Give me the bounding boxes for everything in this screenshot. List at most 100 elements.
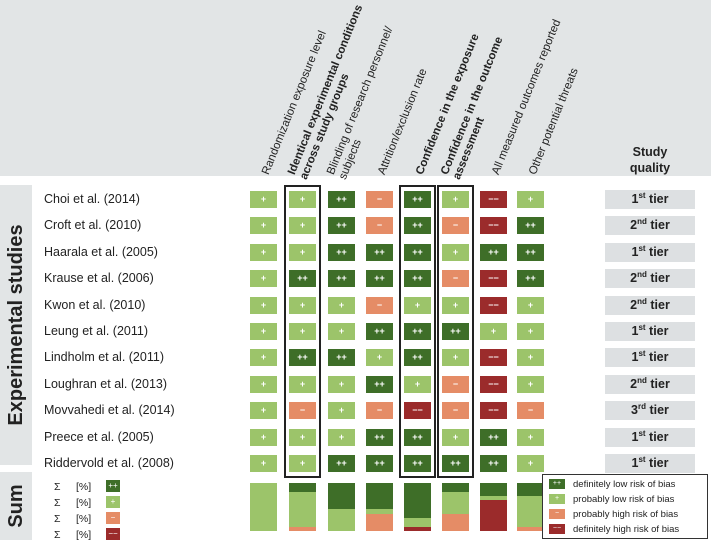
sum-bar-segment	[366, 483, 393, 510]
rating-cell: +	[289, 323, 316, 340]
rating-cell: +	[289, 455, 316, 472]
rating-cell: −	[442, 217, 469, 235]
tier-number: 3	[631, 403, 638, 418]
rating-cell: +	[250, 349, 277, 367]
tier-badge: 1st tier	[605, 454, 695, 473]
rating-cell: −	[442, 270, 469, 288]
rating-cell: +	[404, 375, 431, 393]
rating-cell: +	[328, 402, 355, 420]
tier-word: tier	[646, 297, 670, 312]
rating-cell: +	[442, 428, 469, 446]
study-name: Leung et al. (2011)	[44, 324, 149, 338]
study-name: Croft et al. (2010)	[44, 218, 142, 233]
rating-cell: ++	[517, 243, 544, 261]
rating-cell: +	[366, 349, 393, 367]
rating-cell: +	[442, 296, 469, 314]
tier-number: 1	[631, 429, 639, 444]
sum-bar-segment	[404, 517, 431, 527]
rating-cell: +	[517, 191, 544, 208]
tier-badge: 1st tier	[605, 427, 695, 447]
rating-cell: −	[289, 402, 316, 420]
rating-cell: −	[442, 402, 469, 420]
rating-cell: −−	[480, 217, 507, 235]
sum-bar-segment	[480, 500, 507, 531]
rating-cell: −	[517, 402, 544, 420]
sum-bar-segment	[517, 496, 544, 527]
tier-badge: 3rd tier	[605, 401, 695, 421]
rating-cell: ++	[404, 428, 431, 446]
legend-item: + probably low risk of bias	[549, 494, 674, 506]
legend-swatch: ++	[549, 479, 565, 490]
rating-cell: +	[517, 375, 544, 393]
sum-bar-segment	[442, 513, 469, 531]
rating-cell: +	[250, 455, 277, 472]
tier-number: 1	[631, 324, 639, 338]
tier-suffix: st	[638, 243, 646, 253]
rating-cell: +	[289, 375, 316, 393]
rating-cell: ++	[480, 428, 507, 446]
rating-cell: ++	[366, 455, 393, 472]
header-band	[0, 0, 711, 176]
rating-cell: ++	[442, 455, 469, 472]
sum-bar-segment	[250, 483, 277, 531]
rating-cell: +	[517, 349, 544, 367]
sum-swatch: −−	[106, 528, 120, 540]
tier-badge: 1st tier	[605, 190, 695, 209]
sum-bar-segment	[480, 496, 507, 501]
tier-badge: 1st tier	[605, 348, 695, 368]
sum-bar-segment	[442, 483, 469, 492]
sum-swatch: −	[106, 512, 120, 524]
highlight-frame	[437, 185, 474, 478]
rating-cell: ++	[404, 270, 431, 288]
rating-cell: ++	[366, 243, 393, 261]
percent-label: [%]	[76, 497, 92, 509]
rating-cell: −	[366, 296, 393, 314]
tier-badge: 2nd tier	[605, 295, 695, 315]
study-quality-header-text: Study quality	[629, 145, 671, 175]
rating-cell: +	[442, 349, 469, 367]
tier-suffix: nd	[637, 296, 647, 306]
rating-cell: ++	[366, 428, 393, 446]
rating-cell: −−	[480, 296, 507, 314]
rating-cell: ++	[404, 217, 431, 235]
rating-cell: +	[328, 296, 355, 314]
rating-cell: −	[442, 375, 469, 393]
rating-cell: +	[250, 375, 277, 393]
rating-cell: +	[517, 455, 544, 472]
sum-bar-segment	[480, 483, 507, 497]
sum-label-band	[0, 472, 32, 540]
study-name: Riddervold et al. (2008)	[44, 456, 174, 470]
tier-number: 2	[630, 297, 638, 312]
tier-suffix: nd	[637, 217, 647, 227]
rating-cell: +	[328, 375, 355, 393]
tier-number: 2	[630, 218, 638, 233]
rating-cell: −−	[480, 191, 507, 208]
study-name: Choi et al. (2014)	[44, 192, 140, 206]
sum-bar-segment	[517, 483, 544, 497]
legend-item: −− definitely high risk of bias	[549, 524, 679, 536]
rating-cell: ++	[328, 217, 355, 235]
sum-swatch: ++	[106, 480, 120, 492]
percent-label: [%]	[76, 513, 92, 525]
rating-cell: ++	[289, 349, 316, 367]
rating-cell: −−	[404, 402, 431, 420]
legend-item: ++ definitely low risk of bias	[549, 479, 675, 491]
rating-cell: ++	[442, 323, 469, 340]
rating-cell: +	[517, 323, 544, 340]
legend-item: − probably high risk of bias	[549, 509, 678, 521]
study-name: Lindholm et al. (2011)	[44, 350, 164, 365]
tier-word: tier	[645, 324, 669, 338]
tier-suffix: nd	[637, 270, 647, 280]
legend-swatch: +	[549, 494, 565, 505]
legend-label: probably low risk of bias	[573, 494, 675, 505]
rating-cell: −−	[480, 270, 507, 288]
rating-cell: ++	[517, 217, 544, 235]
rating-cell: +	[442, 243, 469, 261]
rating-cell: −−	[480, 375, 507, 393]
sigma-symbol: Σ	[54, 513, 61, 525]
tier-number: 2	[630, 376, 638, 391]
tier-suffix: nd	[637, 375, 647, 385]
rating-cell: ++	[328, 191, 355, 208]
rating-cell: +	[250, 270, 277, 288]
rating-cell: ++	[404, 455, 431, 472]
